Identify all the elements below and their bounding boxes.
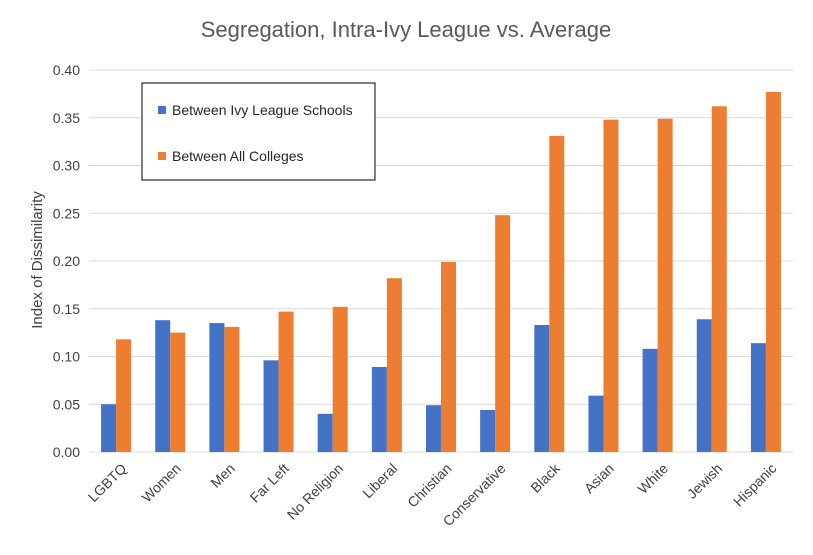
x-tick-label: Women — [138, 460, 183, 505]
y-tick-label: 0.05 — [53, 396, 80, 412]
y-tick-label: 0.00 — [53, 444, 80, 460]
bar-all-men — [224, 326, 240, 452]
x-tick-label: Hispanic — [730, 460, 779, 509]
bar-ivy-hispanic — [750, 343, 766, 452]
bar-ivy-christian — [426, 405, 441, 452]
y-tick-label: 0.20 — [53, 253, 80, 269]
x-tick-label: Asian — [581, 460, 617, 496]
chart-title: Segregation, Intra-Ivy League vs. Averag… — [201, 17, 612, 42]
legend-box — [141, 82, 376, 181]
legend-label-ivy: Between Ivy League Schools — [172, 102, 353, 118]
bar-all-white — [657, 118, 673, 452]
y-tick-label: 0.25 — [53, 205, 80, 221]
bar-ivy-no-religion — [317, 413, 333, 452]
x-tick-label: Black — [527, 459, 563, 495]
bar-ivy-asian — [588, 395, 604, 452]
x-tick-label: No Religion — [284, 460, 346, 522]
bar-all-liberal — [386, 278, 402, 452]
bars — [101, 91, 781, 452]
bar-ivy-jewish — [696, 319, 712, 452]
legend: Between Ivy League Schools Between All C… — [141, 82, 376, 181]
y-tick-label: 0.30 — [53, 158, 80, 174]
y-tick-label: 0.35 — [53, 110, 80, 126]
bar-all-conservative — [495, 215, 511, 452]
bar-all-no-religion — [332, 306, 348, 452]
x-tick-label: LGBTQ — [85, 460, 130, 505]
bar-all-jewish — [711, 106, 727, 452]
legend-swatch-all — [158, 152, 166, 160]
x-tick-label: Jewish — [684, 460, 726, 502]
bar-ivy-white — [642, 348, 658, 452]
x-tick-label: Far Left — [247, 460, 293, 506]
x-tick-label: Men — [207, 460, 238, 491]
bar-ivy-women — [155, 320, 171, 452]
bar-ivy-conservative — [480, 409, 496, 452]
bar-all-far-left — [278, 311, 294, 452]
bar-ivy-far-left — [263, 360, 279, 452]
bar-all-asian — [603, 119, 619, 452]
x-tick-label: White — [634, 460, 671, 497]
bar-all-lgbtq — [116, 339, 132, 452]
y-axis-label: Index of Dissimilarity — [29, 191, 46, 329]
bar-all-christian — [441, 261, 456, 452]
bar-ivy-liberal — [371, 367, 387, 452]
x-tick-label: Liberal — [359, 460, 400, 501]
y-axis-ticks: 0.00 0.05 0.10 0.15 0.20 0.25 0.30 0.35 0.40 — [53, 62, 80, 460]
y-tick-label: 0.10 — [53, 349, 80, 365]
bar-ivy-black — [534, 324, 550, 452]
x-tick-label: Christian — [404, 460, 454, 510]
bar-all-hispanic — [765, 91, 781, 452]
y-tick-label: 0.40 — [53, 62, 80, 78]
bar-ivy-lgbtq — [101, 404, 117, 452]
bar-all-women — [170, 332, 186, 452]
y-tick-label: 0.15 — [53, 301, 80, 317]
legend-swatch-ivy — [158, 106, 166, 114]
bar-ivy-men — [209, 323, 225, 452]
legend-label-all: Between All Colleges — [172, 148, 304, 164]
bar-all-black — [549, 135, 565, 452]
